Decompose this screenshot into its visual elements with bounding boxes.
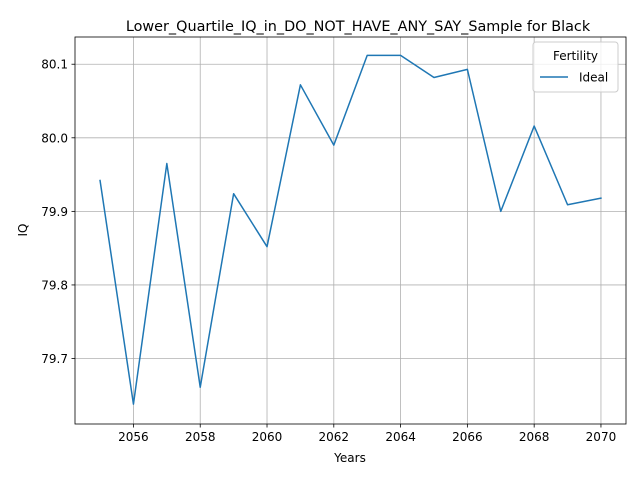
x-axis-ticks: 2056 2058 2060 2062 2064 2066 2068 2070: [118, 424, 616, 444]
x-tick-label: 2064: [385, 430, 416, 444]
legend-box: [532, 41, 619, 93]
chart-title: Lower_Quartile_IQ_in_DO_NOT_HAVE_ANY_SAY…: [126, 19, 591, 35]
legend: Fertility Ideal: [532, 41, 619, 93]
legend-entry-ideal: Ideal: [579, 71, 608, 85]
series-layer: [99, 54, 602, 405]
series-line-ideal: [99, 54, 602, 405]
y-tick-label: 79.9: [41, 205, 68, 219]
plot-frame: [74, 36, 627, 425]
x-tick-label: 2068: [519, 430, 550, 444]
x-tick-label: 2056: [118, 430, 149, 444]
y-axis-ticks: 79.7 79.8 79.9 80.0 80.1: [41, 58, 75, 366]
x-tick-label: 2062: [319, 430, 350, 444]
y-tick-label: 80.1: [41, 58, 68, 72]
x-tick-label: 2058: [185, 430, 216, 444]
y-axis-label: IQ: [16, 224, 30, 237]
grid-lines: [75, 37, 626, 424]
x-tick-label: 2060: [252, 430, 283, 444]
x-tick-label: 2070: [586, 430, 617, 444]
x-tick-label: 2066: [452, 430, 483, 444]
y-tick-label: 79.8: [41, 278, 68, 292]
x-axis-label: Years: [333, 451, 366, 465]
legend-title: Fertility: [553, 49, 598, 63]
y-tick-label: 80.0: [41, 131, 68, 145]
y-tick-label: 79.7: [41, 352, 68, 366]
